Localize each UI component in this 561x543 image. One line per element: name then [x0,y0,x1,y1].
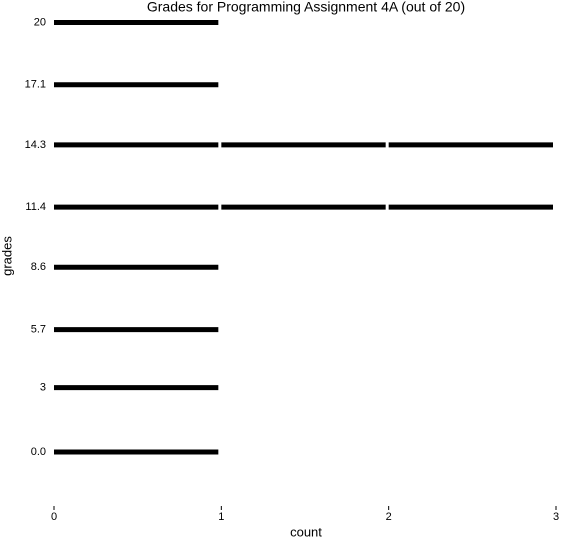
y-tick-label: 20 [34,16,46,28]
x-tick-label: 2 [386,511,392,523]
chart-title: Grades for Programming Assignment 4A (ou… [147,0,465,15]
y-tick-label: 8.6 [31,261,46,273]
y-tick-label: 11.4 [25,201,46,213]
x-tick-label: 0 [51,511,57,523]
y-tick-label: 5.7 [31,323,46,335]
y-tick-label: 3 [40,381,46,393]
y-tick-label: 0.0 [31,446,46,458]
x-tick-label: 1 [218,511,224,523]
x-axis-label: count [290,524,322,538]
x-tick-label: 3 [553,511,559,523]
y-tick-label: 17.1 [25,79,46,91]
y-axis-label: grades [0,236,14,276]
y-tick-label: 14.3 [25,139,46,151]
